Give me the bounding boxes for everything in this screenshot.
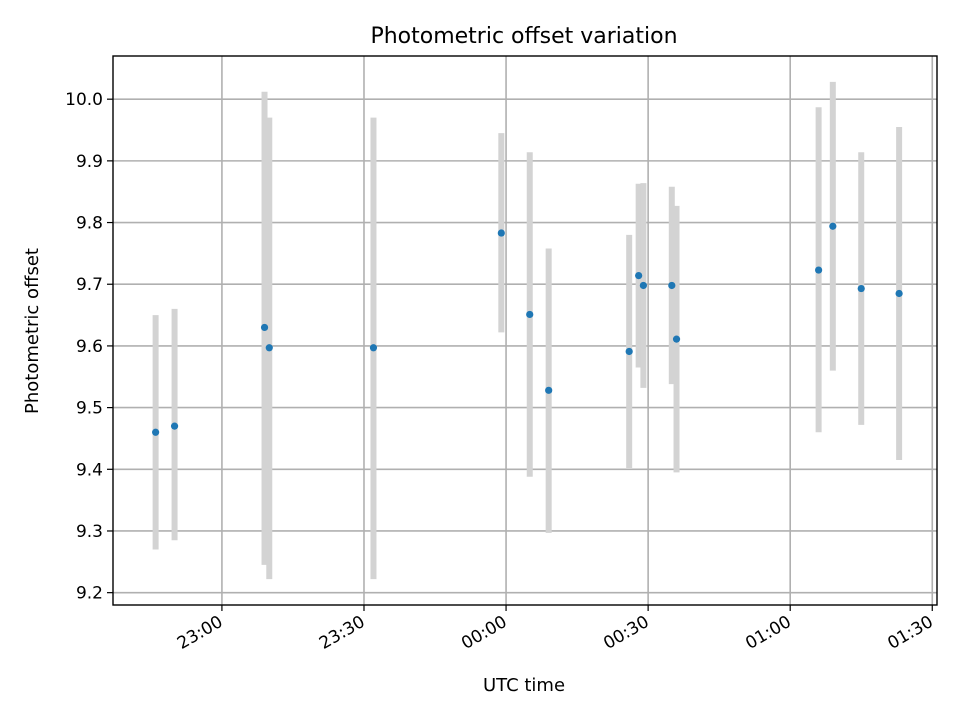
plot-frame <box>112 55 938 606</box>
error-bars <box>152 81 903 580</box>
data-point <box>668 281 676 290</box>
data-point <box>672 335 681 343</box>
data-point <box>260 323 269 332</box>
data-point <box>369 344 378 352</box>
x-tick-label: 23:30 <box>316 612 368 654</box>
x-tick-label: 00:00 <box>458 612 510 654</box>
y-tick-label: 9.8 <box>76 214 103 234</box>
x-axis: 23:00 23:30 00:00 00:30 01:00 01:30 <box>174 605 937 654</box>
data-point <box>857 284 865 293</box>
x-axis-label: UTC time <box>483 675 565 696</box>
y-tick-label: 9.9 <box>76 152 103 172</box>
data-point <box>545 386 553 394</box>
data-point <box>497 229 505 237</box>
y-tick-label: 9.2 <box>76 584 103 604</box>
x-tick-label: 01:30 <box>884 612 936 654</box>
data-point <box>895 289 903 298</box>
data-point <box>829 222 837 230</box>
data-point <box>639 281 647 290</box>
y-axis: 9.2 9.3 9.4 9.5 9.6 9.7 9.8 9.9 10.0 <box>65 90 113 604</box>
data-point <box>635 272 643 280</box>
y-tick-label: 9.5 <box>76 399 103 419</box>
grid <box>113 56 937 605</box>
data-point <box>625 347 633 356</box>
y-tick-label: 9.7 <box>76 275 103 295</box>
y-axis-label: Photometric offset <box>22 248 43 414</box>
data-points <box>152 222 903 436</box>
y-tick-label: 9.3 <box>76 522 103 542</box>
y-tick-label: 9.4 <box>76 460 103 480</box>
data-point <box>265 344 273 352</box>
data-point <box>526 310 534 319</box>
data-point <box>170 422 179 430</box>
chart-title: Photometric offset variation <box>370 24 677 49</box>
y-tick-label: 9.6 <box>76 337 103 357</box>
data-point <box>815 266 823 274</box>
x-tick-label: 00:30 <box>600 612 652 654</box>
y-tick-label: 10.0 <box>65 90 103 110</box>
data-point <box>152 428 160 436</box>
x-tick-label: 23:00 <box>174 612 226 654</box>
x-tick-label: 01:00 <box>742 612 794 654</box>
